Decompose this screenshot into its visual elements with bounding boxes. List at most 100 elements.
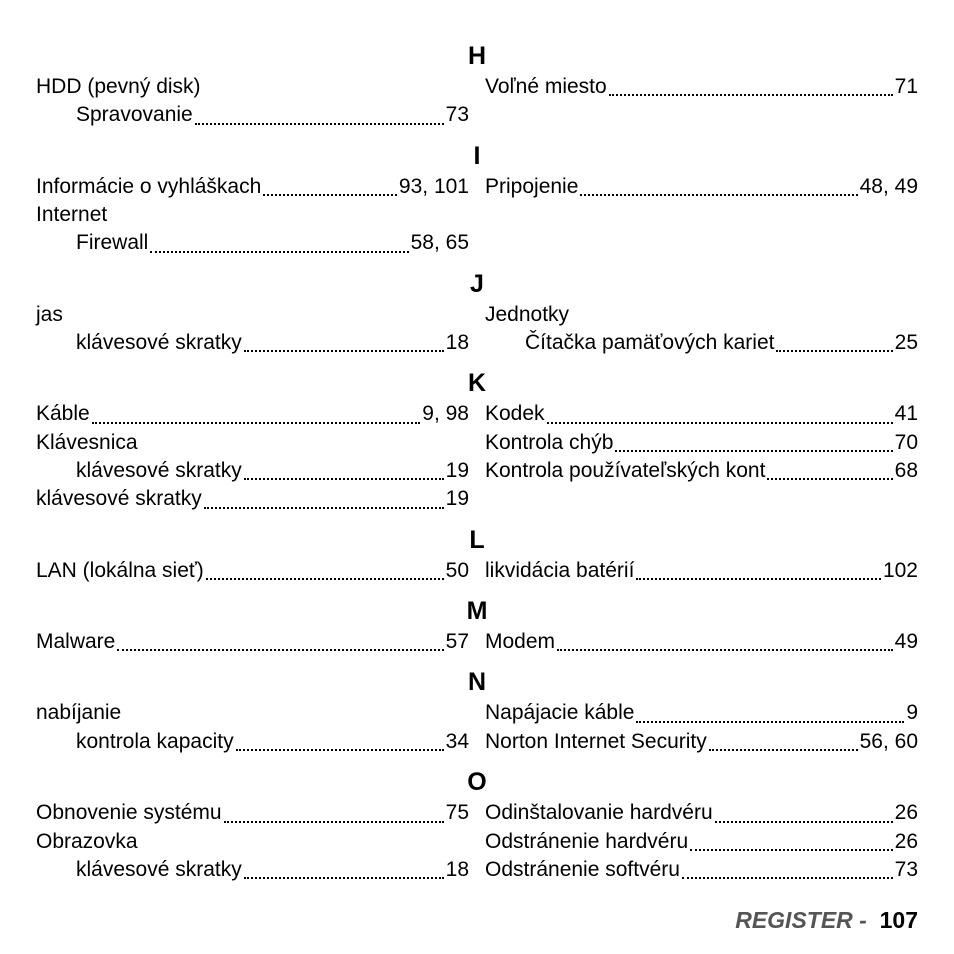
index-entry: Napájacie káble 9 [485, 699, 918, 727]
entry-term: Internet [36, 201, 107, 229]
entry-page: 102 [883, 557, 918, 585]
left-column: Informácie o vyhláškach 93, 101InternetF… [36, 173, 469, 258]
entry-term: Firewall [76, 229, 148, 257]
index-entry: Voľné miesto 71 [485, 73, 918, 101]
entry-page: 34 [446, 728, 469, 756]
dot-leader [236, 749, 444, 751]
dot-leader [682, 877, 893, 879]
entry-page: 50 [446, 557, 469, 585]
right-column: Odinštalovanie hardvéru 26Odstránenie ha… [485, 799, 918, 884]
entry-page: 25 [895, 329, 918, 357]
entry-term: Voľné miesto [485, 73, 607, 101]
entry-term: Kontrola chýb [485, 429, 613, 457]
entry-term: klávesové skratky [76, 856, 242, 884]
index-entry: Obnovenie systému 75 [36, 799, 469, 827]
dot-leader [580, 194, 857, 196]
entry-page: 49 [895, 628, 918, 656]
index-entry: Internet [36, 201, 469, 229]
right-column: likvidácia batérií 102 [485, 557, 918, 585]
dot-leader [263, 194, 397, 196]
entry-term: HDD (pevný disk) [36, 73, 201, 101]
entry-term: likvidácia batérií [485, 557, 634, 585]
index-entry: Obrazovka [36, 828, 469, 856]
index-entry: jas [36, 301, 469, 329]
entry-page: 68 [895, 457, 918, 485]
footer-page: 107 [880, 907, 918, 933]
index-entry: kontrola kapacity 34 [36, 728, 469, 756]
entry-term: kontrola kapacity [76, 728, 234, 756]
dot-leader [709, 749, 858, 751]
entry-term: Odstránenie softvéru [485, 856, 680, 884]
index-entry: Spravovanie 73 [36, 101, 469, 129]
entry-term: LAN (lokálna sieť) [36, 557, 204, 585]
dot-leader [244, 350, 444, 352]
entry-term: klávesové skratky [76, 329, 242, 357]
dot-leader [195, 123, 444, 125]
left-column: HDD (pevný disk)Spravovanie 73 [36, 73, 469, 130]
dot-leader [244, 877, 444, 879]
entry-page: 71 [895, 73, 918, 101]
index-entry: klávesové skratky 19 [36, 457, 469, 485]
right-column: Kodek 41Kontrola chýb 70Kontrola používa… [485, 400, 918, 513]
entry-term: Kodek [485, 400, 545, 428]
entry-page: 18 [446, 329, 469, 357]
entry-page: 19 [446, 485, 469, 513]
entry-page: 57 [446, 628, 469, 656]
section-columns: LAN (lokálna sieť) 50 likvidácia batérií … [36, 557, 918, 585]
left-column: LAN (lokálna sieť) 50 [36, 557, 469, 585]
section-letter: H [36, 42, 918, 71]
dot-leader [117, 649, 443, 651]
index-entry: Čítačka pamäťových kariet 25 [485, 329, 918, 357]
entry-term: nabíjanie [36, 699, 121, 727]
left-column: jasklávesové skratky 18 [36, 301, 469, 358]
entry-term: Norton Internet Security [485, 728, 707, 756]
left-column: nabíjaniekontrola kapacity 34 [36, 699, 469, 756]
entry-term: Odstránenie hardvéru [485, 828, 688, 856]
left-column: Obnovenie systému 75Obrazovkaklávesové s… [36, 799, 469, 884]
right-column: Pripojenie 48, 49 [485, 173, 918, 258]
entry-term: Jednotky [485, 301, 569, 329]
section-letter: L [36, 526, 918, 555]
section-columns: Obnovenie systému 75Obrazovkaklávesové s… [36, 799, 918, 884]
entry-term: Klávesnica [36, 429, 138, 457]
entry-page: 18 [446, 856, 469, 884]
index-entry: Jednotky [485, 301, 918, 329]
entry-term: Spravovanie [76, 101, 193, 129]
entry-page: 58, 65 [411, 229, 469, 257]
dot-leader [92, 422, 421, 424]
dot-leader [615, 450, 892, 452]
index-entry: Informácie o vyhláškach 93, 101 [36, 173, 469, 201]
entry-term: Kontrola používateľských kont [485, 457, 765, 485]
index-entry: klávesové skratky 18 [36, 856, 469, 884]
index-entry: Pripojenie 48, 49 [485, 173, 918, 201]
section-columns: Informácie o vyhláškach 93, 101InternetF… [36, 173, 918, 258]
entry-term: Modem [485, 628, 555, 656]
section-letter: N [36, 668, 918, 697]
dot-leader [557, 649, 893, 651]
footer-label: REGISTER - [735, 907, 867, 933]
entry-page: 26 [895, 828, 918, 856]
entry-page: 73 [446, 101, 469, 129]
dot-leader [206, 578, 444, 580]
dot-leader [776, 350, 892, 352]
entry-page: 48, 49 [860, 173, 918, 201]
entry-page: 41 [895, 400, 918, 428]
right-column: Voľné miesto 71 [485, 73, 918, 130]
index-content: HHDD (pevný disk)Spravovanie 73 Voľné mie… [36, 42, 918, 884]
dot-leader [609, 94, 893, 96]
right-column: Modem 49 [485, 628, 918, 656]
index-entry: Firewall 58, 65 [36, 229, 469, 257]
index-entry: Odinštalovanie hardvéru 26 [485, 799, 918, 827]
dot-leader [547, 422, 893, 424]
entry-term: Čítačka pamäťových kariet [525, 329, 774, 357]
left-column: Káble 9, 98Klávesnicaklávesové skratky 1… [36, 400, 469, 513]
index-entry: nabíjanie [36, 699, 469, 727]
index-entry: klávesové skratky 19 [36, 485, 469, 513]
section-columns: nabíjaniekontrola kapacity 34 Napájacie k… [36, 699, 918, 756]
dot-leader [636, 578, 881, 580]
entry-term: Obnovenie systému [36, 799, 222, 827]
entry-page: 75 [446, 799, 469, 827]
index-entry: Odstránenie hardvéru 26 [485, 828, 918, 856]
section-columns: jasklávesové skratky 18 JednotkyČítačka p… [36, 301, 918, 358]
dot-leader [636, 721, 904, 723]
